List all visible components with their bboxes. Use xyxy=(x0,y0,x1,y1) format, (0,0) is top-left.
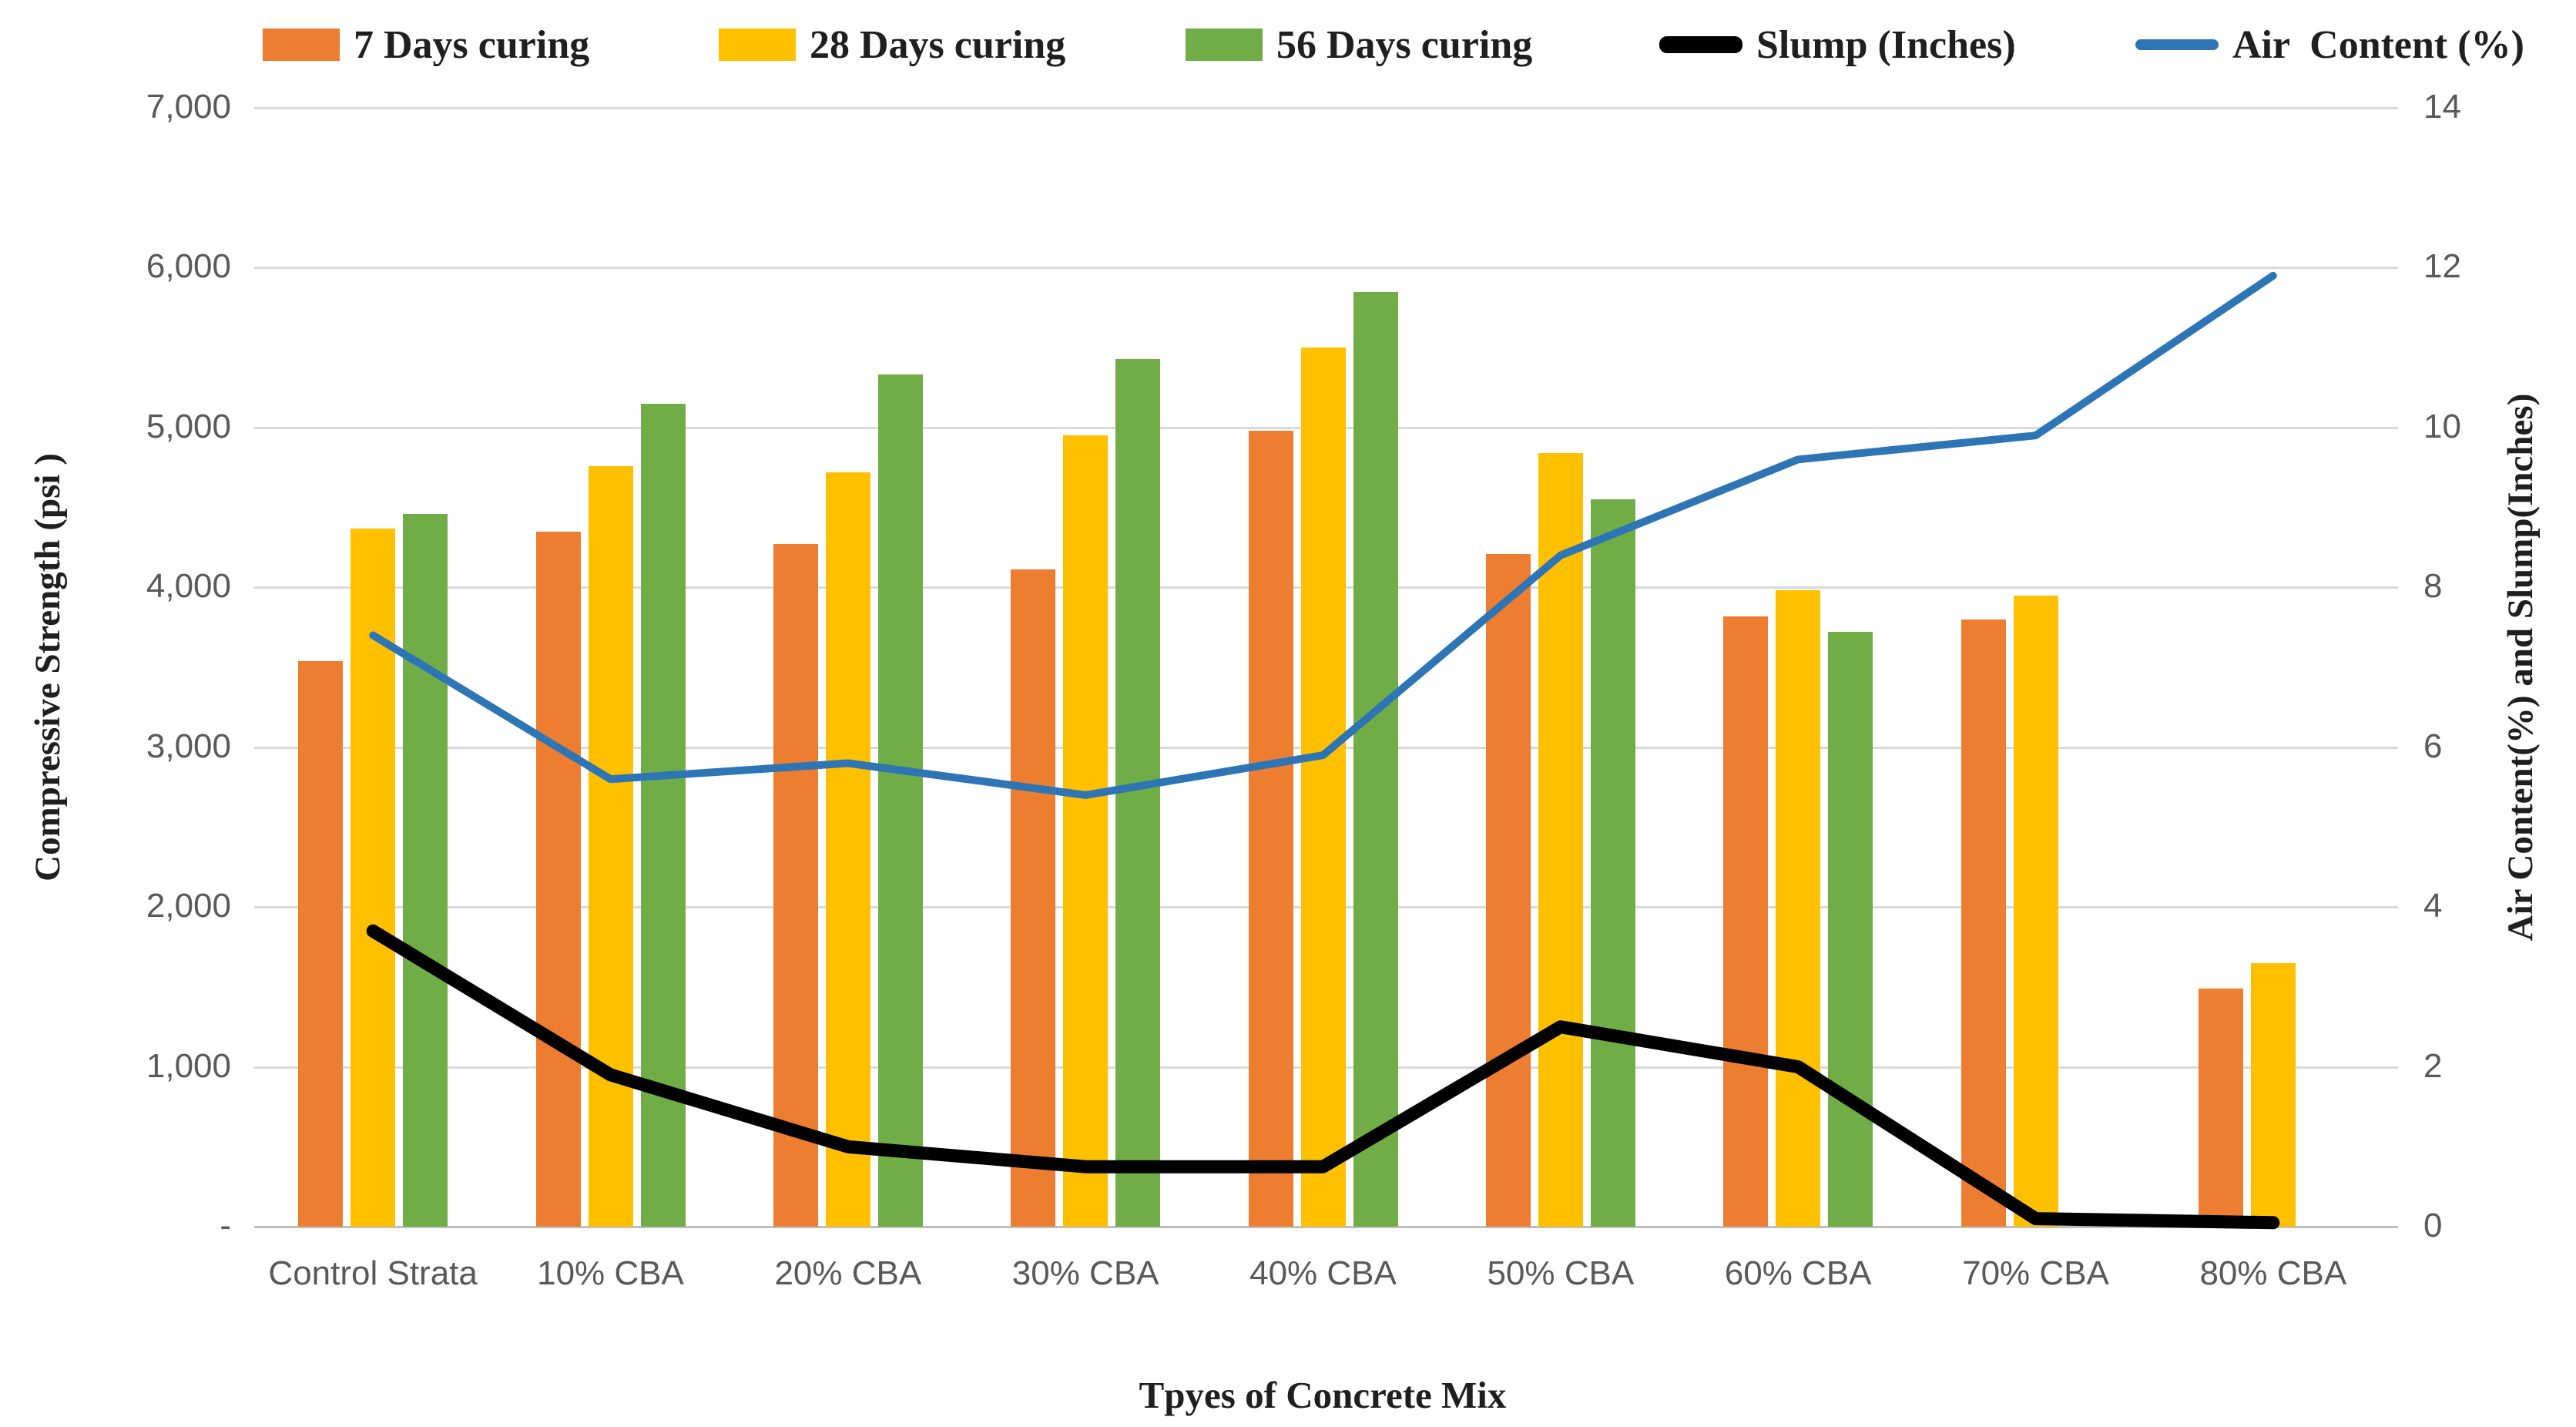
legend-label-slump-inches: Slump (Inches) xyxy=(1756,22,2016,67)
bar-28-days-curing-10-cba xyxy=(588,465,633,1227)
bar-7-days-curing-control-strata xyxy=(298,660,344,1227)
legend-swatch-28-days-curing xyxy=(719,29,796,61)
gridline xyxy=(254,267,2398,270)
bar-7-days-curing-40-cba xyxy=(1248,431,1293,1227)
bar-28-days-curing-50-cba xyxy=(1538,453,1583,1227)
legend-label-28-days-curing: 28 Days curing xyxy=(810,22,1066,67)
legend-swatch-56-days-curing xyxy=(1186,29,1263,61)
line-air-content xyxy=(369,271,2277,799)
bar-56-days-curing-50-cba xyxy=(1590,499,1635,1227)
line-slump-inches xyxy=(366,924,2280,1230)
bar-7-days-curing-60-cba xyxy=(1723,616,1769,1227)
x-tick-label-60-cba: 60% CBA xyxy=(1724,1254,1872,1292)
bar-56-days-curing-40-cba xyxy=(1353,291,1398,1227)
left-axis-tick-label: 4,000 xyxy=(146,567,231,606)
x-tick-label-30-cba: 30% CBA xyxy=(1011,1254,1159,1292)
bar-7-days-curing-80-cba xyxy=(2198,988,2243,1227)
x-tick-label-80-cba: 80% CBA xyxy=(2199,1254,2347,1292)
bar-28-days-curing-20-cba xyxy=(825,472,870,1227)
bar-28-days-curing-60-cba xyxy=(1776,590,1821,1227)
left-axis-tick-label: 3,000 xyxy=(146,727,231,765)
gridline xyxy=(254,107,2398,109)
legend-label-7-days-curing: 7 Days curing xyxy=(354,22,590,67)
bar-56-days-curing-20-cba xyxy=(877,374,923,1227)
left-axis-title: Compressive Strength (psi ) xyxy=(28,453,68,881)
right-axis-tick-label: 6 xyxy=(2423,727,2443,765)
legend-label-air-content: Air Content (%) xyxy=(2232,22,2524,67)
left-axis-tick-label: 6,000 xyxy=(146,247,231,286)
legend-item-28-days-curing: 28 Days curing xyxy=(719,20,1065,69)
x-tick-label-50-cba: 50% CBA xyxy=(1487,1254,1635,1292)
right-axis-tick-label: 0 xyxy=(2423,1207,2443,1244)
legend-label-56-days-curing: 56 Days curing xyxy=(1276,22,1533,67)
x-axis-line xyxy=(254,1226,2398,1228)
legend-swatch-7-days-curing xyxy=(263,29,340,61)
left-axis-tick-label: 2,000 xyxy=(146,887,231,925)
bar-28-days-curing-70-cba xyxy=(2013,595,2058,1227)
bar-7-days-curing-50-cba xyxy=(1485,553,1531,1227)
right-axis-tick-label: 14 xyxy=(2423,88,2461,126)
x-tick-label-control-strata: Control Strata xyxy=(268,1254,478,1292)
left-axis-tick-label: 7,000 xyxy=(146,88,231,126)
left-axis-tick-label: - xyxy=(220,1207,231,1244)
bar-28-days-curing-40-cba xyxy=(1300,348,1346,1227)
right-axis-tick-label: 10 xyxy=(2423,407,2461,445)
line-series-overlay xyxy=(366,271,2280,1230)
bar-7-days-curing-10-cba xyxy=(535,531,581,1227)
left-axis-tick-label: 5,000 xyxy=(146,407,231,445)
right-axis-tick-label: 8 xyxy=(2423,567,2443,606)
bar-7-days-curing-20-cba xyxy=(773,544,818,1227)
x-tick-label-70-cba: 70% CBA xyxy=(1962,1254,2109,1292)
bar-56-days-curing-control-strata xyxy=(403,513,448,1227)
right-axis-tick-label: 2 xyxy=(2423,1046,2443,1085)
right-axis-tick-label: 12 xyxy=(2423,247,2461,286)
x-tick-label-40-cba: 40% CBA xyxy=(1249,1254,1397,1292)
left-axis-tick-label: 1,000 xyxy=(146,1046,231,1085)
legend-item-7-days-curing: 7 Days curing xyxy=(263,20,589,69)
legend-item-air-content: Air Content (%) xyxy=(2135,20,2524,69)
legend-item-slump-inches: Slump (Inches) xyxy=(1659,20,2016,69)
bar-56-days-curing-30-cba xyxy=(1115,358,1161,1227)
x-axis-title: Tpyes of Concrete Mix xyxy=(1139,1374,1507,1416)
bar-28-days-curing-30-cba xyxy=(1063,435,1109,1227)
right-axis-tick-label: 4 xyxy=(2423,887,2443,925)
bar-7-days-curing-70-cba xyxy=(1961,619,2006,1227)
x-tick-label-20-cba: 20% CBA xyxy=(774,1254,922,1292)
legend-swatch-slump-inches xyxy=(1659,36,1742,53)
bar-28-days-curing-80-cba xyxy=(2250,962,2296,1227)
right-axis-title: Air Content(%) and Slump(Inches) xyxy=(2501,393,2541,942)
bar-7-days-curing-30-cba xyxy=(1011,569,1056,1227)
x-tick-label-10-cba: 10% CBA xyxy=(537,1254,684,1292)
bar-56-days-curing-60-cba xyxy=(1828,632,1873,1227)
legend-swatch-air-content xyxy=(2135,39,2219,50)
legend-item-56-days-curing: 56 Days curing xyxy=(1186,20,1532,69)
